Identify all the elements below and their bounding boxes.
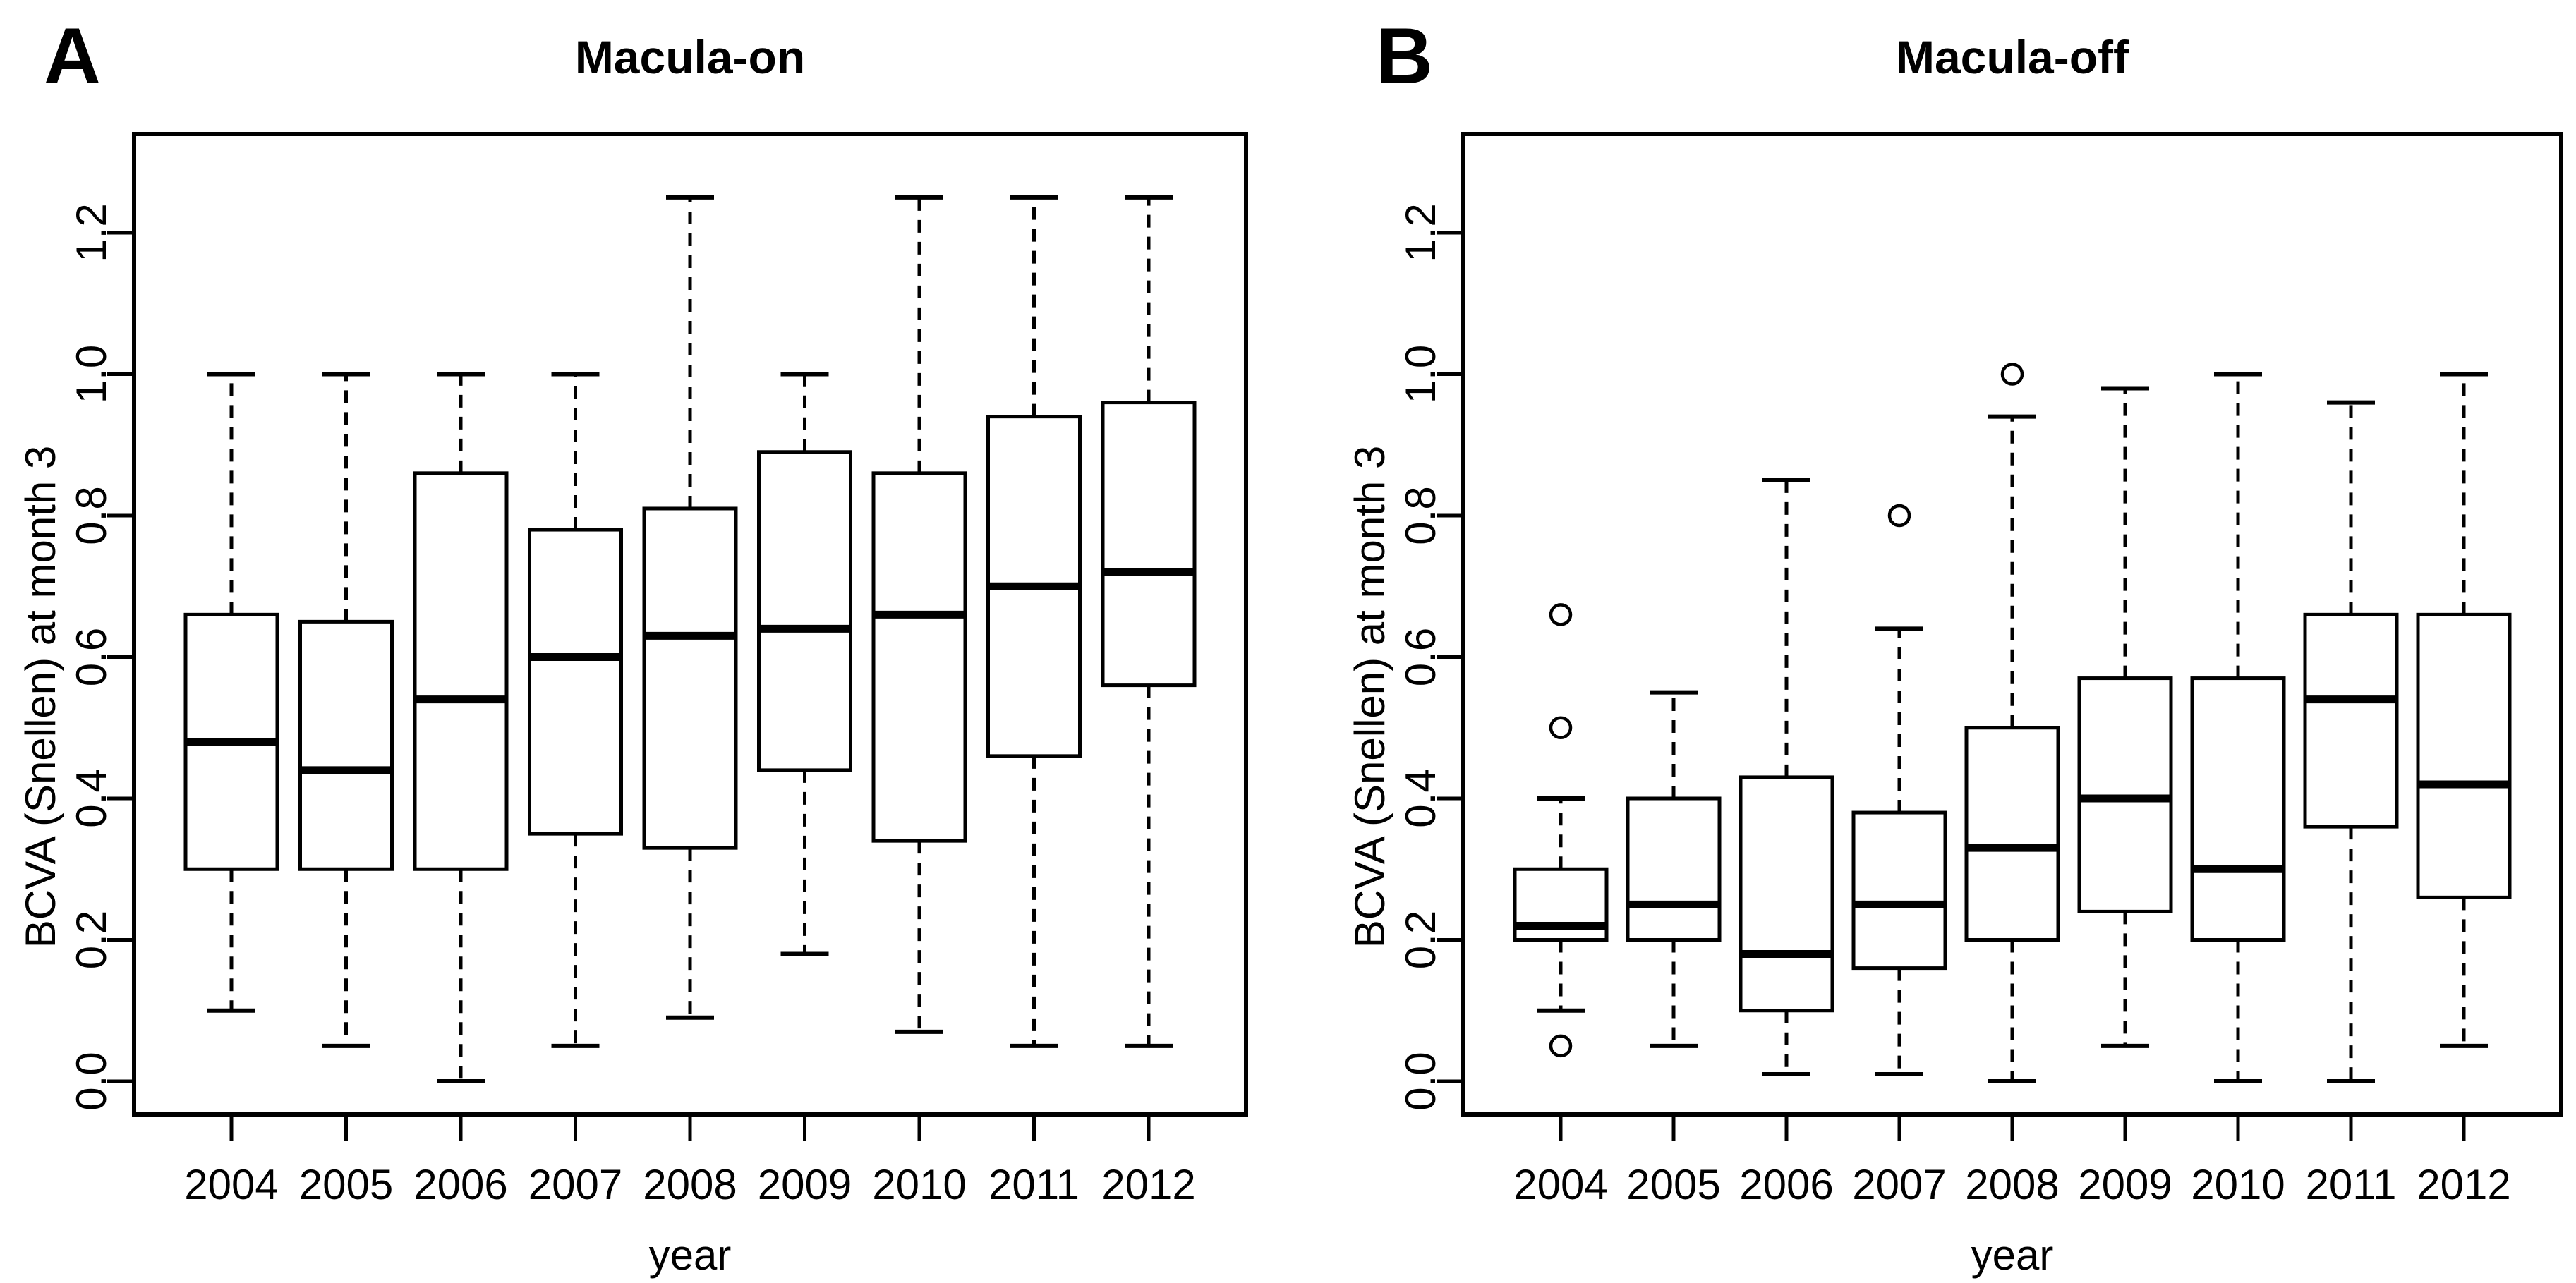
y-tick-label-0.2: 0.2 <box>68 911 115 969</box>
iqr-box <box>1101 401 1197 688</box>
outlier-point <box>2000 363 2024 386</box>
x-tick-label-2004: 2004 <box>184 1161 278 1208</box>
y-tick-label-0.0: 0.0 <box>68 1052 115 1110</box>
x-tick-label-2007: 2007 <box>528 1161 622 1208</box>
x-tick-label-2007: 2007 <box>1852 1161 1946 1208</box>
boxplot-macula-off-2004: 2004 <box>1513 603 1609 1208</box>
x-tick-label-2006: 2006 <box>413 1161 507 1208</box>
boxplot-macula-off-2006: 2006 <box>1739 478 1834 1208</box>
y-tick-label-0.8: 0.8 <box>68 486 115 545</box>
y-tick-label-0.8: 0.8 <box>1397 486 1444 545</box>
x-tick-label-2012: 2012 <box>2417 1161 2510 1208</box>
x-tick-label-2008: 2008 <box>1965 1161 2059 1208</box>
iqr-box <box>1964 726 2060 942</box>
boxplot-macula-off-2005: 2005 <box>1626 690 1722 1208</box>
boxplot-macula-on-2012: 2012 <box>1101 195 1197 1208</box>
iqr-box <box>757 450 852 772</box>
x-tick-label-2011: 2011 <box>988 1161 1080 1208</box>
boxplot-macula-on-2006: 2006 <box>413 372 509 1208</box>
y-tick-label-0.4: 0.4 <box>68 769 115 827</box>
panel-title-macula-off: Macula-off <box>1896 31 2129 83</box>
boxplot-macula-off-2012: 2012 <box>2416 372 2512 1208</box>
iqr-box <box>2416 612 2512 899</box>
boxplot-macula-off-2010: 2010 <box>2190 372 2286 1208</box>
iqr-box <box>1851 810 1947 971</box>
y-tick-label-1.0: 1.0 <box>68 345 115 403</box>
panel-macula-off: B Macula-off 0.0 0.2 0.4 0.6 0.8 1.0 1.2 BCVA (Sn… <box>1346 12 2563 1279</box>
x-tick-label-2011: 2011 <box>2305 1161 2396 1208</box>
iqr-box <box>871 471 967 843</box>
boxplot-macula-on-2010: 2010 <box>871 195 967 1208</box>
y-axis-label: BCVA (Snellen) at month 3 <box>17 446 64 949</box>
y-tick-label-0.0: 0.0 <box>1397 1052 1444 1110</box>
boxplot-macula-on-2008: 2008 <box>642 195 738 1208</box>
iqr-box <box>1739 775 1834 1013</box>
iqr-box <box>2190 676 2286 942</box>
panel-letter-a: A <box>44 12 101 100</box>
x-tick-label-2006: 2006 <box>1739 1161 1833 1208</box>
boxplot-macula-on-2009: 2009 <box>757 372 852 1208</box>
panel-macula-on: A Macula-on 0.0 0.2 0.4 0.6 0.8 1.0 1.2 BCVA (Sne… <box>17 12 1248 1279</box>
boxplot-macula-off-2007: 2007 <box>1851 504 1947 1208</box>
y-tick-label-0.4: 0.4 <box>1397 769 1444 827</box>
x-tick-label-2010: 2010 <box>2191 1161 2285 1208</box>
boxplot-macula-off-2009: 2009 <box>2077 386 2173 1208</box>
iqr-box <box>298 619 394 871</box>
y-tick-label-1.2: 1.2 <box>68 203 115 262</box>
iqr-box <box>413 471 509 871</box>
x-tick-label-2005: 2005 <box>299 1161 393 1208</box>
x-axis-label: year <box>1971 1232 2054 1279</box>
y-tick-label-1.2: 1.2 <box>1397 203 1444 262</box>
iqr-box <box>1626 796 1722 942</box>
boxplot-macula-off-2011: 2011 <box>2303 400 2399 1208</box>
x-tick-label-2009: 2009 <box>2078 1161 2172 1208</box>
y-tick-label-0.6: 0.6 <box>1397 628 1444 686</box>
iqr-box <box>642 506 738 850</box>
boxplot-macula-on-2004: 2004 <box>183 372 279 1208</box>
boxplot-macula-on-2011: 2011 <box>986 195 1082 1208</box>
iqr-box <box>528 528 623 836</box>
outlier-point <box>1549 1034 1573 1058</box>
y-tick-label-0.2: 0.2 <box>1397 911 1444 969</box>
outlier-point <box>1549 716 1573 739</box>
y-tick-label-1.0: 1.0 <box>1397 345 1444 403</box>
iqr-box <box>2303 612 2399 829</box>
boxplot-macula-off-2008: 2008 <box>1964 363 2060 1208</box>
x-tick-label-2009: 2009 <box>758 1161 852 1208</box>
x-tick-label-2012: 2012 <box>1101 1161 1195 1208</box>
boxplot-macula-on-2007: 2007 <box>528 372 623 1208</box>
x-tick-label-2005: 2005 <box>1626 1161 1720 1208</box>
outlier-point <box>1887 504 1911 528</box>
y-axis-label: BCVA (Snellen) at month 3 <box>1346 446 1393 949</box>
boxplot-macula-on-2005: 2005 <box>298 372 394 1208</box>
x-axis-label: year <box>649 1232 732 1279</box>
panel-letter-b: B <box>1376 12 1433 100</box>
x-tick-label-2004: 2004 <box>1513 1161 1607 1208</box>
x-tick-label-2008: 2008 <box>643 1161 737 1208</box>
panel-title-macula-on: Macula-on <box>575 31 805 83</box>
outlier-point <box>1549 603 1573 626</box>
y-tick-label-0.6: 0.6 <box>68 628 115 686</box>
x-tick-label-2010: 2010 <box>872 1161 966 1208</box>
